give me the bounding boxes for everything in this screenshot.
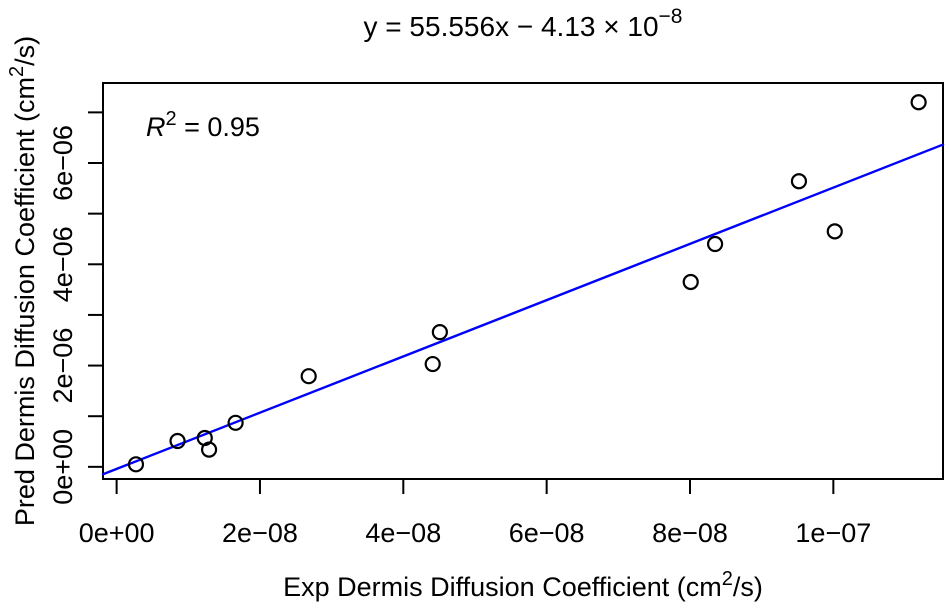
- y-axis-label-post: /s): [10, 36, 40, 66]
- y-axis-label-pre: Pred Dermis Diffusion Coefficient (cm: [10, 77, 40, 526]
- plot-title: y = 55.556x − 4.13 × 10−8: [364, 5, 683, 42]
- y-axis-label: Pred Dermis Diffusion Coefficient (cm2/s…: [6, 36, 40, 526]
- y-tick-label: 0e+00: [48, 429, 78, 505]
- x-axis-label-sup: 2: [722, 568, 733, 590]
- x-axis-label-pre: Exp Dermis Diffusion Coefficient (cm: [283, 572, 722, 602]
- x-axis-label-post: /s): [733, 572, 763, 602]
- data-point-circle: [127, 456, 145, 473]
- plot-title-base: y = 55.556x − 4.13 × 10: [364, 11, 659, 42]
- data-point-circle: [300, 368, 317, 385]
- x-tick-label: 0e+00: [79, 518, 155, 548]
- regression-line: [101, 143, 945, 476]
- data-points: [127, 94, 927, 473]
- data-point-circle: [424, 355, 441, 373]
- x-tick-label: 8e−08: [652, 518, 728, 548]
- r-squared-variable: R: [146, 112, 166, 142]
- plot-title-exponent: −8: [659, 5, 683, 28]
- data-point-circle: [227, 414, 244, 431]
- y-axis-ticks: 0e+00 2e−06 4e−06 6e−06: [48, 111, 103, 505]
- r-squared-annotation: R2 = 0.95: [146, 108, 260, 142]
- x-tick-label: 6e−08: [509, 518, 585, 548]
- y-tick-label: 2e−06: [48, 328, 78, 404]
- data-point-circle: [169, 432, 186, 450]
- data-point-circle: [790, 173, 808, 190]
- data-point-circle: [682, 273, 699, 291]
- x-axis-ticks: 0e+00 2e−08 4e−08 6e−08 8e−08 1e−07: [79, 479, 871, 548]
- y-tick-label: 6e−06: [48, 125, 78, 201]
- data-point-circle: [200, 441, 218, 458]
- y-tick-label: 4e−06: [48, 226, 78, 302]
- data-point-circle: [431, 324, 448, 341]
- x-tick-label: 1e−07: [795, 518, 871, 548]
- data-point-circle: [706, 235, 724, 253]
- y-axis-label-sup: 2: [6, 66, 28, 77]
- x-tick-label: 2e−08: [222, 518, 298, 548]
- plot-box: [102, 82, 944, 480]
- r-squared-value: = 0.95: [177, 112, 260, 142]
- data-point-circle: [910, 94, 927, 111]
- x-axis-label: Exp Dermis Diffusion Coefficient (cm2/s): [283, 568, 763, 602]
- r-squared-superscript: 2: [166, 108, 177, 130]
- x-tick-label: 4e−08: [365, 518, 441, 548]
- data-point-circle: [826, 223, 843, 240]
